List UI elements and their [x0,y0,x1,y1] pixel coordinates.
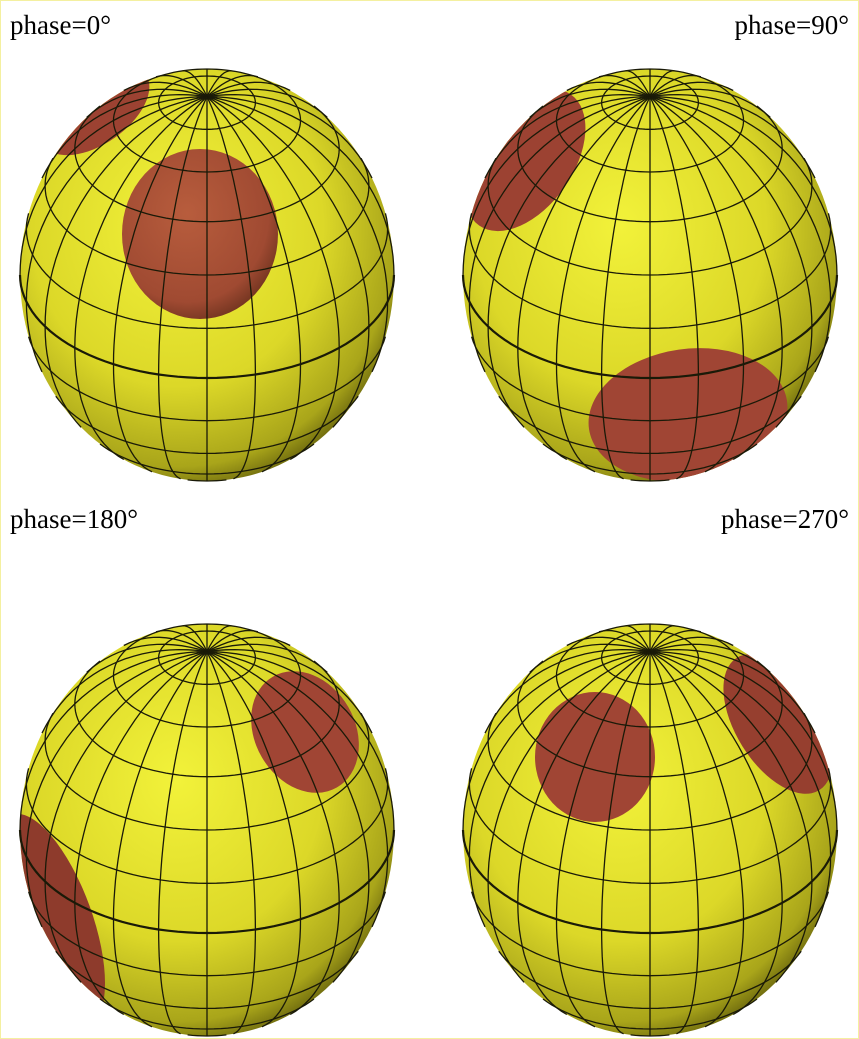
panel-label: phase=0° [10,10,111,40]
panel-label: phase=90° [735,10,850,40]
star-spot [535,692,655,822]
panel-label: phase=270° [721,504,849,534]
panel-label: phase=180° [10,504,138,534]
figure: phase=0° phase=90° phase=180° phase=270° [0,0,859,1039]
star-spot [122,149,278,319]
